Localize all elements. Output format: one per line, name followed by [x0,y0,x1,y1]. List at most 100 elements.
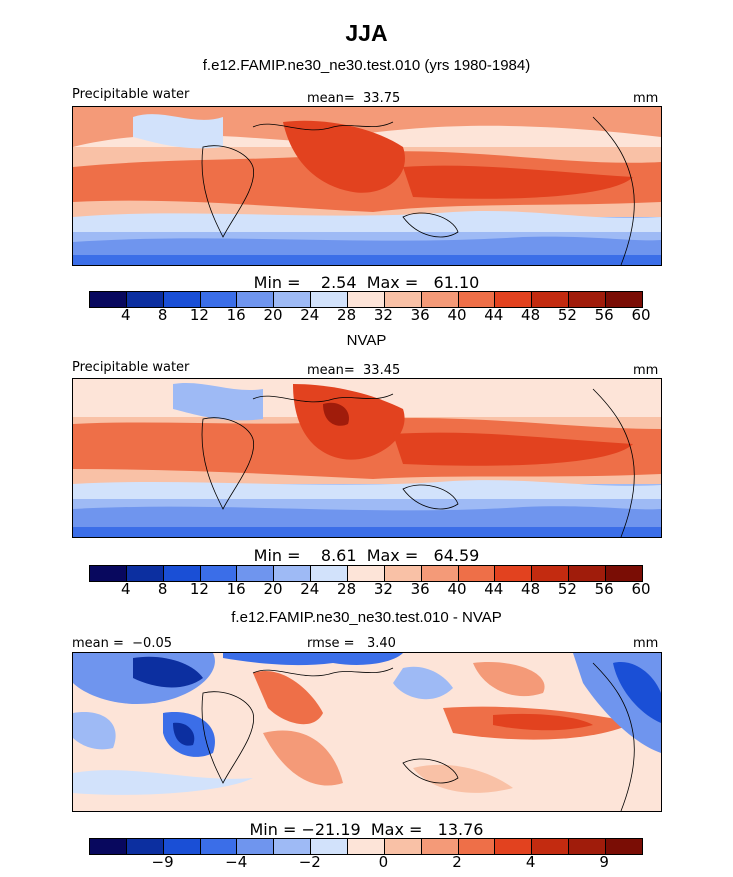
colorbar-box [163,566,201,581]
panel3-colorbar [89,838,643,855]
panel3-rmse-label: rmse = 3.40 [307,636,396,651]
colorbar-tick-label: 4 [525,853,536,871]
colorbar-tick-label: 8 [157,580,168,598]
season-title: JJA [345,20,388,46]
colorbar-box [163,292,201,307]
colorbar-box [311,839,349,854]
colorbar-tick-label: 44 [484,306,504,324]
colorbar-box [90,566,127,581]
colorbar-box [458,292,496,307]
colorbar-box [384,839,422,854]
colorbar-tick-label: 60 [631,580,651,598]
colorbar-tick-label: 52 [557,580,577,598]
colorbar-tick-label: 56 [594,306,614,324]
colorbar-box [532,839,570,854]
panel3-title: f.e12.FAMIP.ne30_ne30.test.010 - NVAP [231,609,502,626]
colorbar-box [495,566,533,581]
colorbar-box [200,566,238,581]
colorbar-box [274,839,312,854]
panel2-min-max: Min = 8.61 Max = 64.59 [253,546,480,565]
colorbar-box [274,566,312,581]
panel1-title: f.e12.FAMIP.ne30_ne30.test.010 (yrs 1980… [202,57,531,74]
colorbar-box [458,839,496,854]
colorbar-box [200,292,238,307]
colorbar-tick-label: 48 [521,306,541,324]
colorbar-box [421,839,459,854]
panel3-map [72,652,662,812]
colorbar-tick-label: 9 [599,853,609,871]
colorbar-box [348,566,385,581]
colorbar-tick-label: 56 [594,580,614,598]
colorbar-tick-label: 4 [121,580,131,598]
colorbar-tick-label: 24 [300,306,320,324]
colorbar-tick-label: 2 [452,853,462,871]
colorbar-tick-label: 28 [337,580,357,598]
panel2-colorbar [89,565,643,582]
colorbar-box [569,839,607,854]
panel2-variable-label: Precipitable water [72,360,190,375]
colorbar-box [606,839,642,854]
colorbar-tick-label: 32 [373,580,393,598]
colorbar-box [90,292,127,307]
colorbar-tick-label: −4 [225,853,248,871]
colorbar-box [421,292,459,307]
colorbar-tick-label: 60 [631,306,651,324]
panel3-mean-label: mean = −0.05 [72,636,172,651]
colorbar-box [126,292,164,307]
panel1-map [72,106,662,266]
colorbar-tick-label: 16 [226,580,246,598]
colorbar-tick-label: 12 [189,306,209,324]
colorbar-tick-label: −2 [298,853,321,871]
panel2-units-label: mm [633,363,659,378]
colorbar-box [606,566,642,581]
colorbar-tick-label: 4 [121,306,131,324]
colorbar-box [421,566,459,581]
colorbar-box [274,292,312,307]
colorbar-tick-label: 8 [157,306,168,324]
colorbar-box [348,292,385,307]
colorbar-box [495,839,533,854]
colorbar-tick-label: 40 [447,580,467,598]
colorbar-box [311,566,349,581]
colorbar-box [237,292,275,307]
panel2-title: NVAP [346,332,387,349]
colorbar-box [532,566,570,581]
colorbar-box [90,839,127,854]
panel1-mean-label: mean= 33.75 [307,91,401,106]
colorbar-tick-label: 0 [378,853,389,871]
panel1-colorbar [89,291,643,308]
colorbar-tick-label: 12 [189,580,209,598]
colorbar-tick-label: 20 [263,580,283,598]
colorbar-tick-label: 44 [484,580,504,598]
colorbar-box [458,566,496,581]
colorbar-tick-label: 48 [521,580,541,598]
panel3-min-max: Min = −21.19 Max = 13.76 [249,820,484,839]
colorbar-tick-label: 36 [410,306,430,324]
panel3-units-label: mm [633,636,659,651]
colorbar-tick-label: 52 [557,306,577,324]
colorbar-box [237,566,275,581]
panel1-min-max: Min = 2.54 Max = 61.10 [253,273,480,292]
colorbar-box [126,839,164,854]
colorbar-box [532,292,570,307]
colorbar-tick-label: 16 [226,306,246,324]
colorbar-box [495,292,533,307]
colorbar-tick-label: 40 [447,306,467,324]
colorbar-box [384,292,422,307]
colorbar-tick-label: 32 [373,306,393,324]
colorbar-tick-label: 28 [337,306,357,324]
colorbar-box [163,839,201,854]
colorbar-box [237,839,275,854]
colorbar-box [348,839,385,854]
panel2-mean-label: mean= 33.45 [307,363,401,378]
panel1-variable-label: Precipitable water [72,87,190,102]
colorbar-box [569,566,607,581]
colorbar-tick-label: 20 [263,306,283,324]
colorbar-tick-label: 24 [300,580,320,598]
colorbar-box [126,566,164,581]
panel1-units-label: mm [633,91,659,106]
panel2-map [72,378,662,538]
colorbar-tick-label: −9 [151,853,174,871]
colorbar-box [606,292,642,307]
colorbar-box [569,292,607,307]
